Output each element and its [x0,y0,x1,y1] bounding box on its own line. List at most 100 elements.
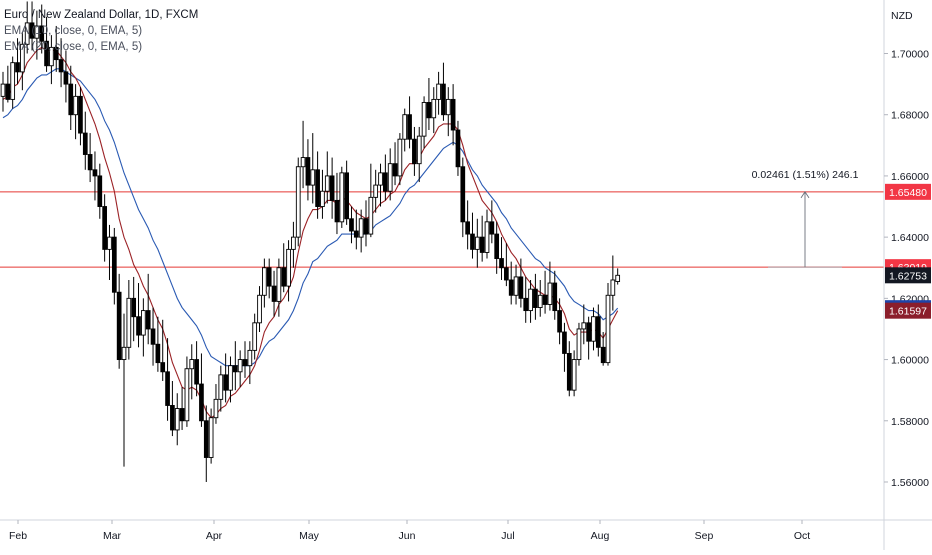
candle [315,151,320,219]
candle [295,157,301,247]
candle-body-down [242,359,248,367]
measure-label: 0.02461 (1.51%) 246.1 [752,169,859,181]
candle-body-down [407,114,412,140]
candle [116,273,122,369]
candle-body-down [111,236,117,293]
candle-body-down [102,206,107,250]
candle [383,154,388,201]
x-tick-label: May [299,530,320,542]
ema-slow-legend[interactable]: EMA (20, close, 0, EMA, 5) [4,41,143,53]
candle-body-down [179,408,185,422]
candle [518,258,524,308]
candle-body-down [155,343,161,364]
candle-body-down [552,282,558,312]
x-tick-label: Sep [695,530,714,542]
candle-body-down [170,405,175,431]
candle [450,84,456,146]
candle [223,353,228,403]
candle-body-down [465,221,470,235]
candle [218,365,224,412]
candle-body-down [271,285,277,302]
candle-body-up [49,46,54,67]
candle [242,341,248,378]
candle [387,148,393,201]
candle-body-up [141,310,146,336]
candle-body-down [82,132,88,155]
candle [15,38,20,85]
candle-body-up [397,138,403,177]
candle [552,270,558,320]
candle [291,221,296,268]
candle-body-up [189,359,195,370]
candle [581,304,587,345]
candle [557,298,562,345]
candle [445,87,451,137]
candle-body-up [184,368,190,422]
ema-fast-line [2,46,619,419]
candle-body-up [576,328,582,361]
candle-body-up [324,175,330,192]
candle [44,16,49,72]
candle-body-up [262,267,267,296]
candle [378,163,383,207]
candle-body-up [20,43,25,73]
candle [465,200,470,250]
candle [431,87,437,134]
y-tick-label: 1.68000 [891,110,929,122]
candle-body-down [542,294,548,305]
x-tick-label: Apr [206,530,223,542]
candle [591,307,596,351]
ema-fast-legend[interactable]: EMA (10, close, 0, EMA, 5) [4,25,143,37]
candle [474,218,480,268]
candle-body-down [281,267,287,287]
candle-body-down [266,267,272,287]
candle-body-up [295,166,301,238]
candle [586,316,591,360]
candle [571,350,577,397]
candle [344,160,349,225]
candle-body-up [474,236,480,250]
candle [184,356,190,427]
candle-body-down [131,297,137,318]
candle [324,151,330,204]
price-tag-level: 1.65480 [885,183,931,200]
candle-body-up [73,95,78,116]
candle [20,32,25,91]
candle-body-up [320,190,325,207]
candle [547,261,553,311]
candle [199,353,204,427]
candle-body-down [349,218,354,232]
candle-body-up [339,172,345,223]
measure-arrow-head [800,191,810,199]
price-tag-label: 1.61597 [889,306,927,318]
candle-body-up [228,365,233,391]
candle [470,212,475,259]
y-tick-label: 1.66000 [891,171,929,183]
candle [136,283,141,348]
candle-body-down [586,322,591,342]
candle-body-up [484,221,490,253]
candle [24,1,30,54]
candle-body-down [460,166,466,223]
candle [189,344,195,400]
candle [174,393,180,446]
candle [358,209,364,253]
currency-label: NZD [891,10,913,22]
candle-body-up [373,184,379,198]
price-tag-price: 1.62753 [885,267,931,284]
candle-body-up [121,346,127,361]
candle-body-up [252,322,258,351]
candle-body-down [600,346,606,364]
candle-body-down [160,362,166,373]
candle [271,270,277,317]
candle [600,332,606,366]
candle-body-down [383,172,388,192]
candle-body-down [441,83,446,116]
candle-body-up [247,349,253,367]
candle [489,200,495,244]
candle [10,56,16,109]
symbol-title[interactable]: Euro / New Zealand Dollar, 1D, FXCM [4,9,199,21]
candle-body-down [470,233,475,250]
